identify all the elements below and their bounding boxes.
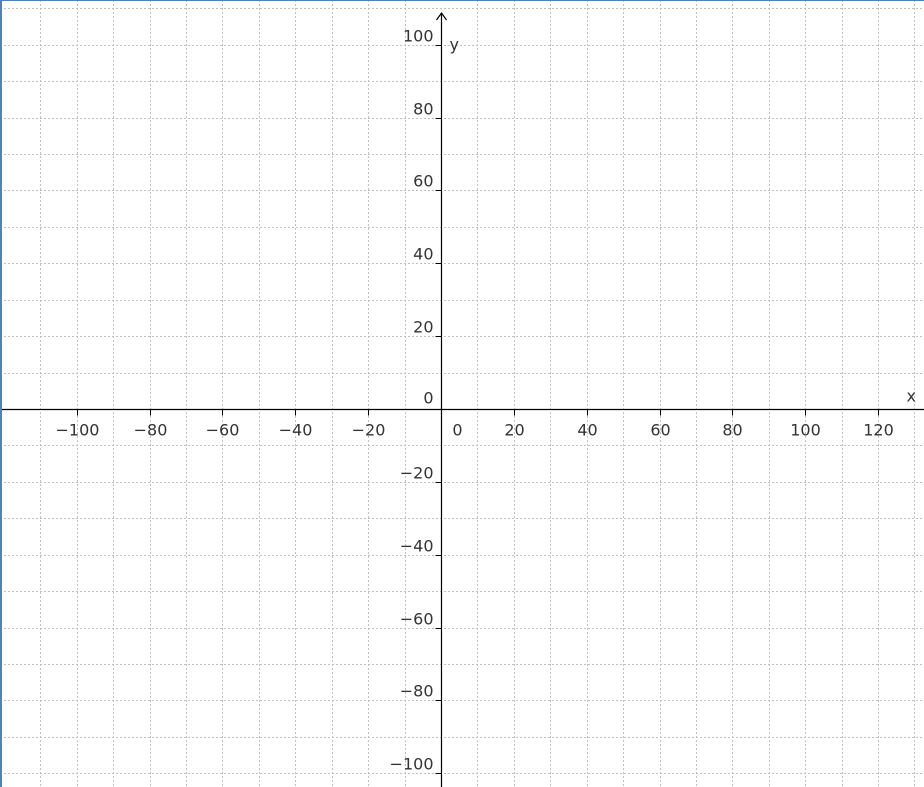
y-tick-label: 40 xyxy=(413,245,433,264)
x-tick-label: 80 xyxy=(722,421,742,440)
view-frame-left-edge xyxy=(0,0,2,787)
x-tick-label: −40 xyxy=(279,421,313,440)
y-tick-label: 20 xyxy=(413,318,433,337)
x-tick-label: 120 xyxy=(863,421,894,440)
x-tick-label: 20 xyxy=(504,421,524,440)
x-tick-label: 100 xyxy=(790,421,821,440)
x-tick-label: 60 xyxy=(650,421,670,440)
axes xyxy=(0,11,924,787)
y-tick-label: 60 xyxy=(413,172,433,191)
x-axis-label: x xyxy=(907,387,916,406)
x-tick-label: −60 xyxy=(206,421,240,440)
y-tick-label: 100 xyxy=(403,27,434,46)
y-tick-label: −20 xyxy=(400,464,434,483)
view-frame-top-edge xyxy=(0,0,924,1)
x-tick-label: 0 xyxy=(452,421,462,440)
y-axis-label: y xyxy=(450,35,459,54)
y-tick-label: −100 xyxy=(390,755,434,774)
x-tick-label: −80 xyxy=(134,421,168,440)
x-tick-label: 40 xyxy=(577,421,597,440)
y-tick-label: 80 xyxy=(413,100,433,119)
y-tick-label: 0 xyxy=(423,389,433,408)
y-axis-arrow-icon xyxy=(436,11,447,21)
axis-labels: xy xyxy=(450,35,917,406)
x-tick-label: −100 xyxy=(56,421,100,440)
y-tick-label: −60 xyxy=(400,610,434,629)
x-tick-label: −20 xyxy=(352,421,386,440)
y-tick-label: −80 xyxy=(400,682,434,701)
y-tick-label: −40 xyxy=(400,537,434,556)
x-axis-ticks: −100 −80 −60 −40 −20 0 20 40 60 80 100 120 xyxy=(56,409,894,440)
y-axis-ticks: −100 −80 −60 −40 −20 0 20 40 60 80 100 xyxy=(390,27,442,774)
